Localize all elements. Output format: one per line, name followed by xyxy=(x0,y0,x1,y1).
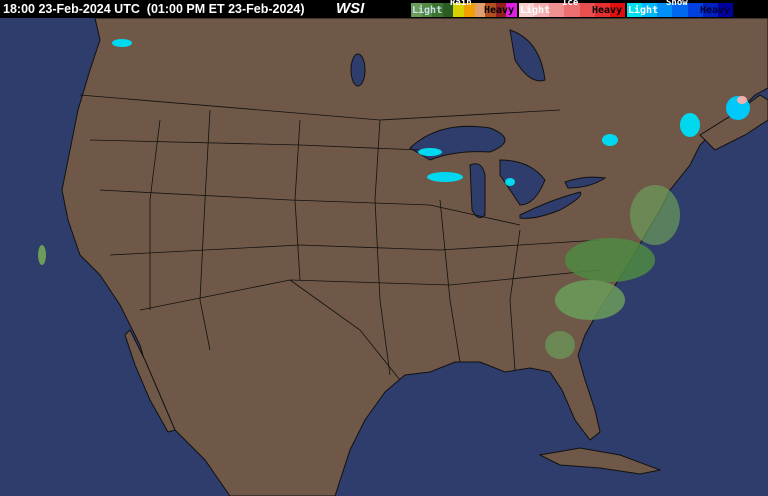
ice-legend-swatch xyxy=(534,3,550,17)
land-layer xyxy=(61,17,768,496)
rain-heavy-label: Heavy xyxy=(484,5,515,16)
rain-legend-swatch xyxy=(453,3,464,17)
baja-peninsula xyxy=(124,329,176,433)
ice-legend-swatch xyxy=(519,3,535,17)
rain-legend-swatch xyxy=(411,3,422,17)
header-bar: 18:00 23-Feb-2024 UTC (01:00 PM ET 23-Fe… xyxy=(0,0,768,18)
lake-winnipeg xyxy=(350,53,366,87)
rain-legend-swatch xyxy=(495,3,507,17)
snow-echo-bc xyxy=(112,39,132,47)
rain-echo-east-coast xyxy=(565,238,655,282)
wsi-logo: WSI xyxy=(336,0,365,17)
timestamp-label: 18:00 23-Feb-2024 UTC (01:00 PM ET 23-Fe… xyxy=(3,2,305,16)
rain-legend-swatch xyxy=(506,3,517,17)
snow-legend-swatch xyxy=(702,3,718,17)
ice-legend-swatch xyxy=(594,3,610,17)
snow-legend-swatch xyxy=(717,3,733,17)
great-lakes xyxy=(350,29,607,219)
north-america-land xyxy=(61,17,768,496)
snow-echo-quebec xyxy=(602,134,618,146)
snow-echo-maine xyxy=(680,113,700,137)
rain-legend-swatch xyxy=(421,3,433,17)
snow-legend-title: Snow xyxy=(666,0,688,8)
radar-echoes xyxy=(38,39,750,359)
snow-legend-swatch xyxy=(657,3,673,17)
ice-legend-swatch xyxy=(564,3,580,17)
rain-light-label: Light xyxy=(412,5,443,16)
rain-legend-swatch xyxy=(432,3,443,17)
rain-legend-swatch xyxy=(474,3,486,17)
rain-legend-swatch xyxy=(463,3,475,17)
snow-heavy-label: Heavy xyxy=(700,5,731,16)
cuba xyxy=(538,447,662,475)
snow-light-label: Light xyxy=(628,5,659,16)
ice-legend-title: Ice xyxy=(562,0,579,8)
rain-legend-swatch xyxy=(485,3,496,17)
ice-legend xyxy=(519,3,625,17)
snow-legend-swatch xyxy=(672,3,688,17)
snow-legend-swatch xyxy=(642,3,658,17)
rain-echo-atlantic xyxy=(630,185,680,245)
lake-ontario xyxy=(564,176,607,189)
rain-echo-georgia xyxy=(545,331,575,359)
lake-huron xyxy=(499,159,546,206)
snow-echo-michigan xyxy=(505,178,515,186)
lake-michigan xyxy=(469,163,486,219)
rain-legend-swatch xyxy=(442,3,454,17)
ice-legend-swatch xyxy=(579,3,595,17)
rain-legend xyxy=(411,3,517,17)
ice-echo-maritimes xyxy=(737,96,747,104)
rain-echo-pacific xyxy=(38,245,46,265)
rain-echo-carolinas xyxy=(555,280,625,320)
snow-legend-swatch xyxy=(687,3,703,17)
ice-light-label: Light xyxy=(520,5,551,16)
hudson-bay-lake xyxy=(509,29,546,82)
lake-erie xyxy=(519,191,582,219)
state-borders xyxy=(79,94,601,381)
snow-echo-superior xyxy=(418,148,442,156)
rain-legend-title: Rain xyxy=(450,0,472,8)
snow-echo-wisconsin xyxy=(427,172,463,182)
ice-legend-swatch xyxy=(609,3,625,17)
snow-legend-swatch xyxy=(627,3,643,17)
ice-heavy-label: Heavy xyxy=(592,5,623,16)
ice-legend-swatch xyxy=(549,3,565,17)
snow-legend xyxy=(627,3,733,17)
